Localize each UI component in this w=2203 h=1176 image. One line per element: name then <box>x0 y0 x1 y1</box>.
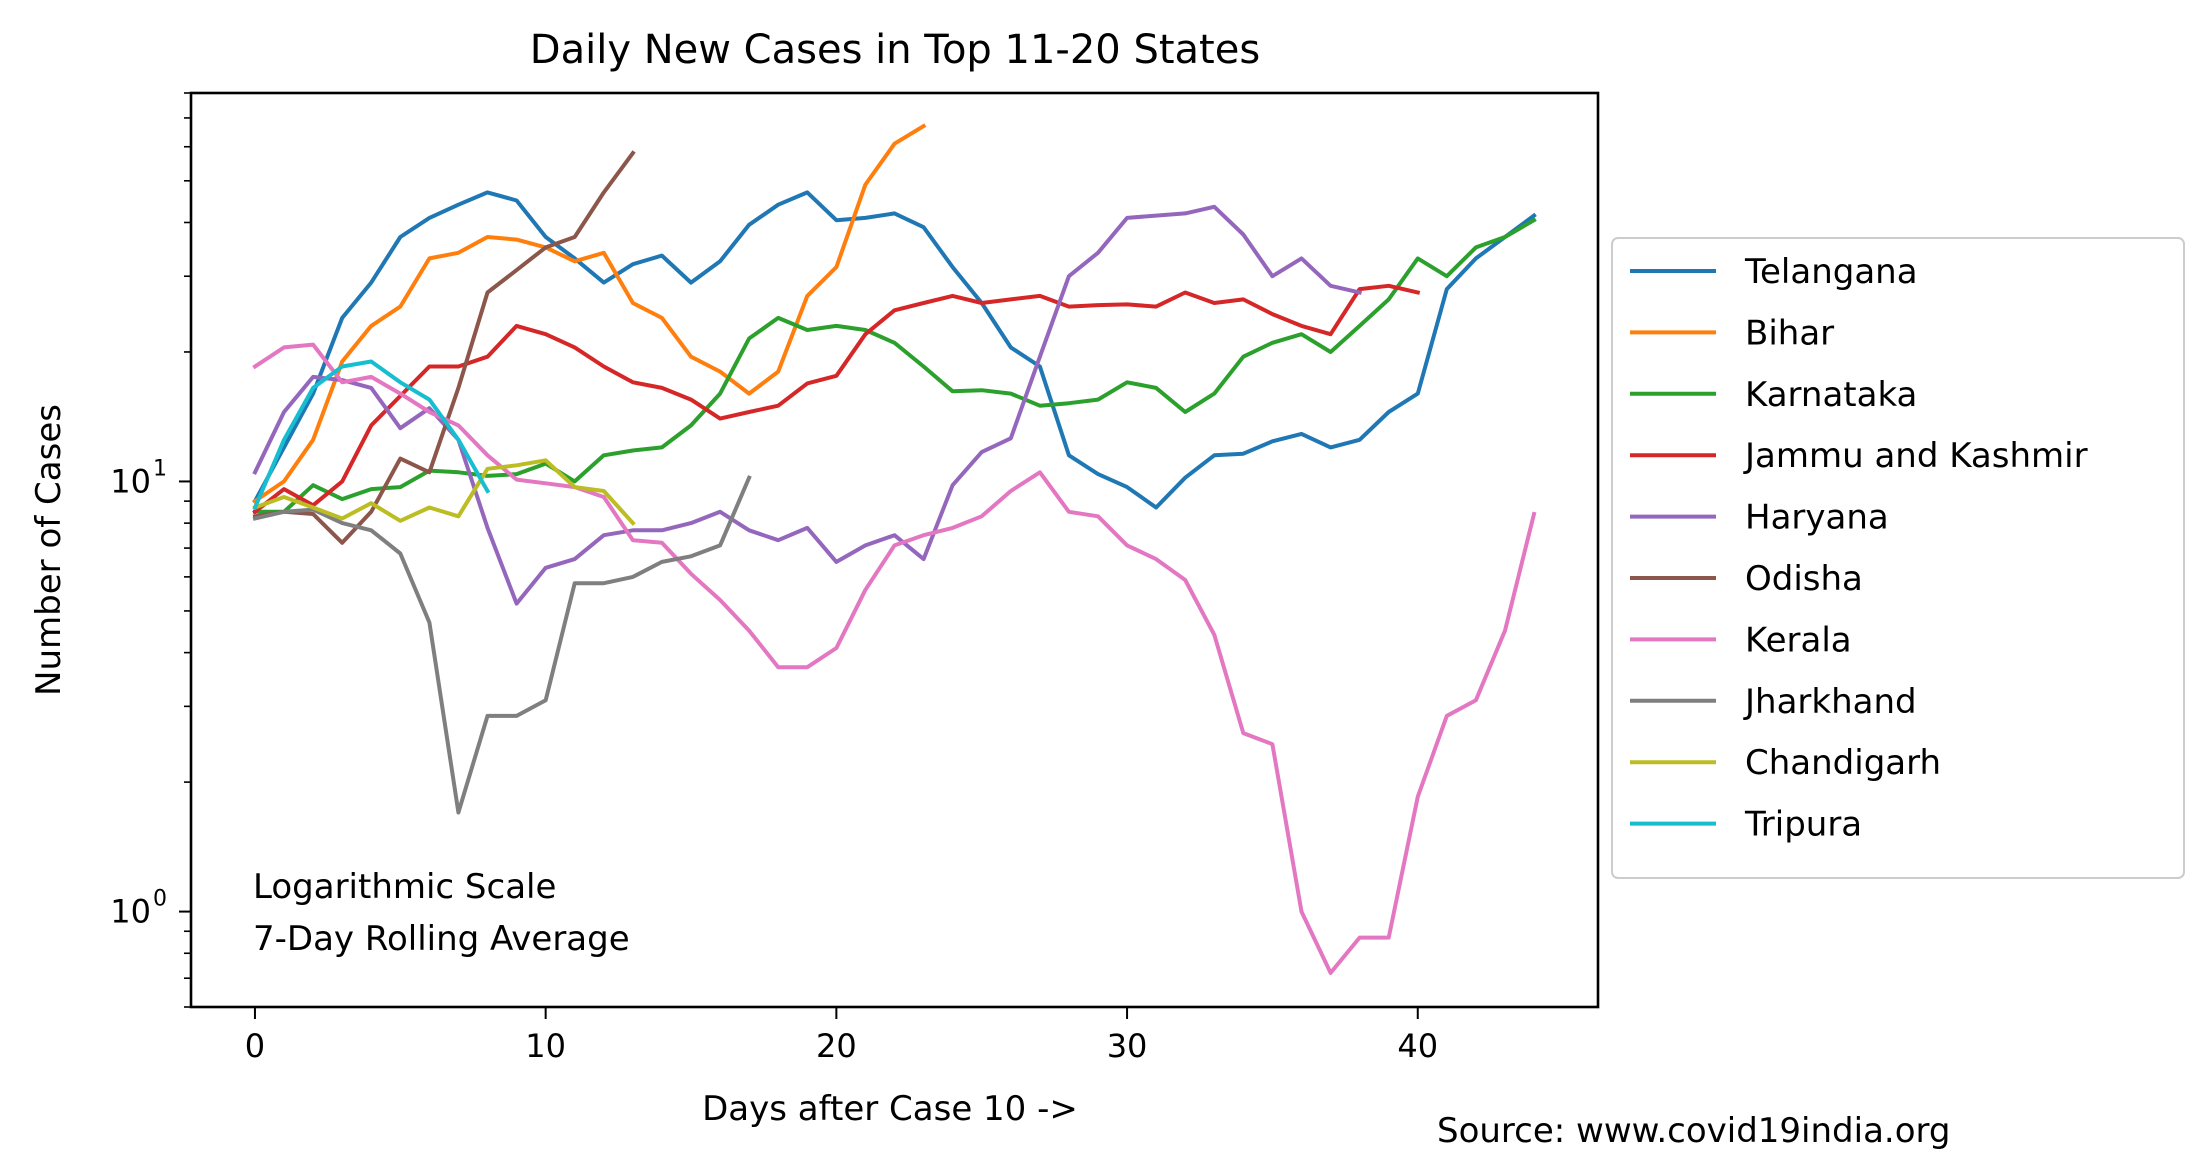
legend: Telangana Bihar Karnataka Jammu and Kashmir… <box>1611 237 2185 879</box>
series-line-haryana <box>252 204 1362 606</box>
series-line-kerala <box>252 342 1537 975</box>
series-line-jammu-and-kashmir <box>252 283 1421 515</box>
series-line-chandigarh <box>252 458 636 526</box>
legend-label: Jharkhand <box>1743 682 1917 722</box>
y-tick-label-exponent: 1 <box>153 456 167 481</box>
legend-label: Jammu and Kashmir <box>1743 436 2088 476</box>
legend-label: Bihar <box>1745 313 1834 353</box>
x-tick-label: 0 <box>245 1027 265 1065</box>
legend-label: Chandigarh <box>1745 743 1941 783</box>
x-tick-label: 10 <box>525 1027 566 1065</box>
legend-label: Kerala <box>1745 620 1852 660</box>
x-axis: 0 10 20 30 40 <box>245 1007 1438 1065</box>
source-note: Source: www.covid19india.org <box>1437 1111 1951 1151</box>
legend-frame <box>1611 237 2185 879</box>
annotation-line-1: Logarithmic Scale <box>253 867 556 907</box>
legend-label: Odisha <box>1745 559 1863 599</box>
series-line-telangana <box>252 190 1537 510</box>
x-axis-label: Days after Case 10 -> <box>702 1089 1078 1129</box>
plot-area <box>252 123 1537 975</box>
series-line-jharkhand <box>252 475 752 815</box>
series-line-tripura <box>252 359 491 511</box>
x-tick-label: 20 <box>816 1027 857 1065</box>
legend-label: Karnataka <box>1745 375 1917 415</box>
x-tick-label: 30 <box>1107 1027 1148 1065</box>
y-tick-label: 10 <box>110 462 151 500</box>
annotation-line-2: 7-Day Rolling Average <box>253 919 630 959</box>
legend-label: Telangana <box>1744 252 1918 292</box>
x-tick-label: 40 <box>1397 1027 1438 1065</box>
legend-label: Haryana <box>1745 498 1889 538</box>
plot-frame <box>189 91 1600 1009</box>
y-axis-label: Number of Cases <box>29 404 69 696</box>
y-tick-label: 10 <box>110 893 151 931</box>
legend-label: Tripura <box>1744 805 1862 845</box>
y-tick-label-exponent: 0 <box>153 887 167 912</box>
series-line-bihar <box>252 123 927 504</box>
series-line-odisha <box>252 150 636 545</box>
chart-title: Daily New Cases in Top 11-20 States <box>530 27 1260 73</box>
